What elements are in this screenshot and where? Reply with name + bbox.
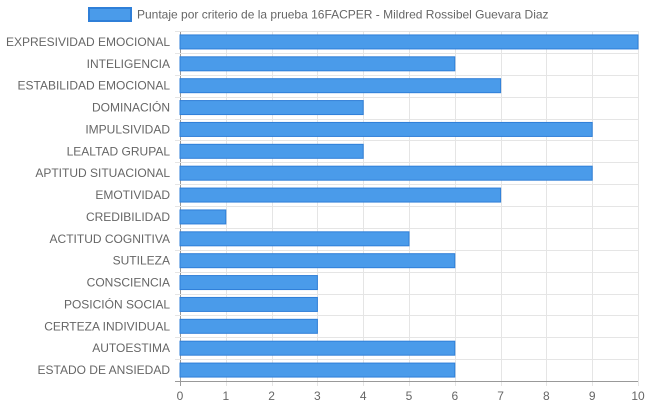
category-label: INTELIGENCIA <box>87 57 170 71</box>
bar[interactable] <box>179 143 364 159</box>
category-label: EMOTIVIDAD <box>95 188 170 202</box>
bar[interactable] <box>179 121 593 137</box>
category-label: IMPULSIVIDAD <box>85 122 170 136</box>
x-axis-ticks: 0 1 2 3 4 5 6 7 8 9 10 <box>177 389 645 403</box>
bar[interactable] <box>179 100 364 116</box>
category-label: EXPRESIVIDAD EMOCIONAL <box>6 35 170 49</box>
category-label: CONSCIENCIA <box>87 276 170 290</box>
bar[interactable] <box>179 253 456 269</box>
bar[interactable] <box>179 187 502 203</box>
x-tick-label: 4 <box>360 389 367 403</box>
category-label: SUTILEZA <box>113 254 170 268</box>
x-tick-label: 2 <box>268 389 275 403</box>
bar[interactable] <box>179 56 456 72</box>
legend[interactable]: Puntaje por criterio de la prueba 16FACP… <box>88 7 549 22</box>
bar[interactable] <box>179 78 502 94</box>
bar[interactable] <box>179 362 456 378</box>
bar[interactable] <box>179 34 639 50</box>
x-tick-label: 6 <box>451 389 458 403</box>
x-tick-label: 10 <box>631 389 645 403</box>
x-tick-label: 3 <box>314 389 321 403</box>
bar[interactable] <box>179 318 318 334</box>
bar[interactable] <box>179 165 593 181</box>
bar[interactable] <box>179 231 410 247</box>
category-label: ACTITUD COGNITIVA <box>50 232 170 246</box>
x-tick-label: 0 <box>177 389 184 403</box>
bar[interactable] <box>179 275 318 291</box>
category-label: DOMINACIÓN <box>92 100 170 115</box>
bar[interactable] <box>179 340 456 356</box>
bar[interactable] <box>179 296 318 312</box>
x-tick-label: 7 <box>497 389 504 403</box>
bars <box>179 34 639 378</box>
category-label: AUTOESTIMA <box>92 341 170 355</box>
category-label: ESTABILIDAD EMOCIONAL <box>18 79 171 93</box>
x-tick-label: 5 <box>406 389 413 403</box>
bar[interactable] <box>179 209 227 225</box>
category-label: CERTEZA INDIVIDUAL <box>44 319 170 333</box>
legend-label: Puntaje por criterio de la prueba 16FACP… <box>137 8 549 22</box>
category-label: POSICIÓN SOCIAL <box>64 296 170 311</box>
category-label: CREDIBILIDAD <box>86 210 170 224</box>
x-tick-label: 8 <box>543 389 550 403</box>
category-label: LEALTAD GRUPAL <box>67 144 171 158</box>
category-label: ESTADO DE ANSIEDAD <box>38 363 171 377</box>
x-tick-label: 1 <box>222 389 229 403</box>
legend-swatch <box>88 7 132 22</box>
category-labels: EXPRESIVIDAD EMOCIONAL INTELIGENCIA ESTABI… <box>6 35 170 377</box>
category-label: APTITUD SITUACIONAL <box>35 166 170 180</box>
x-tick-label: 9 <box>589 389 596 403</box>
